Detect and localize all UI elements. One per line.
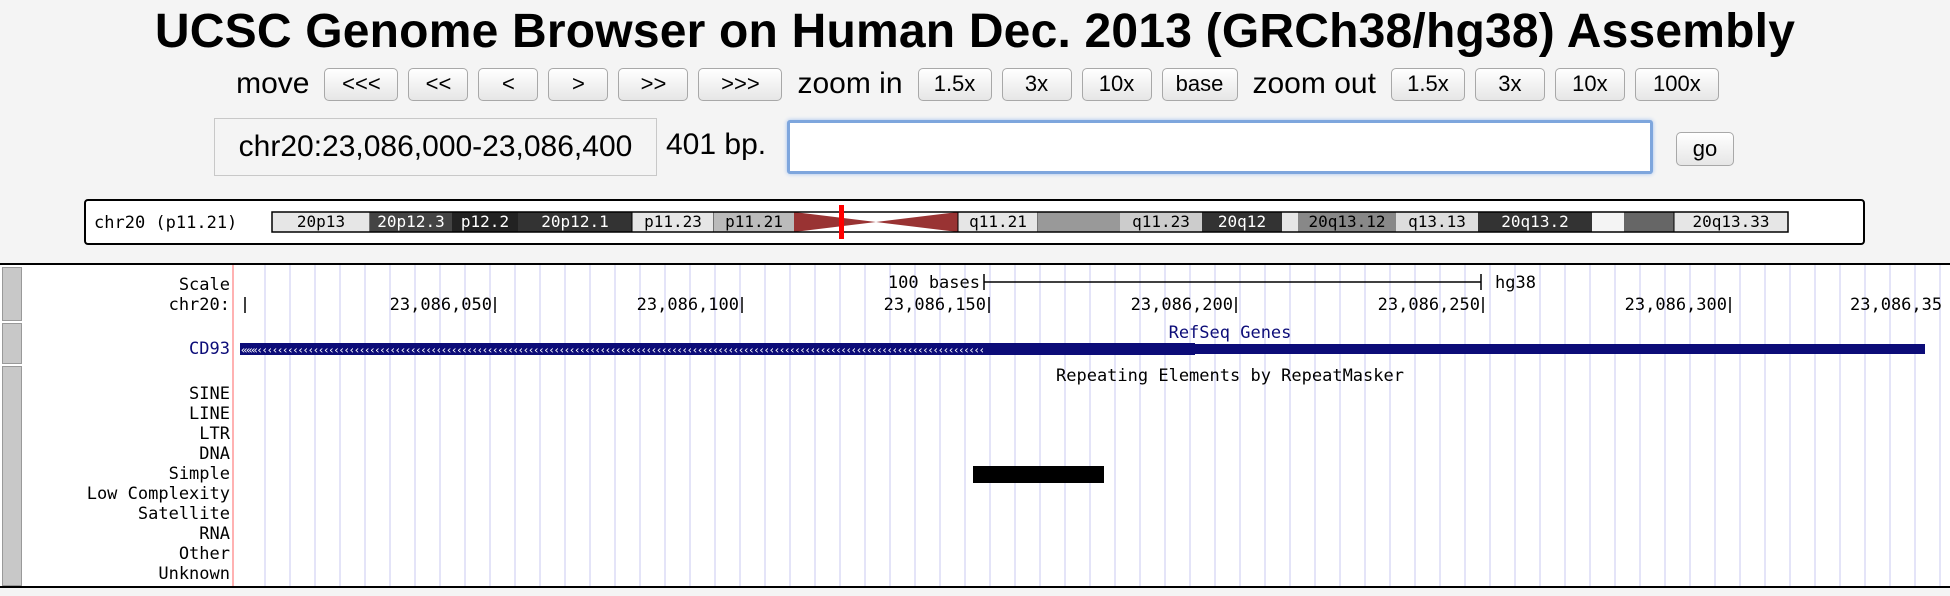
band-20q13-11: [1282, 212, 1298, 232]
position-row: chr20:23,086,000-23,086,400 401 bp. go: [0, 118, 1950, 178]
tick-label-2: 23,086,150: [884, 295, 986, 315]
band-20q13-31: [1592, 212, 1624, 232]
grid-lines: [264, 265, 1941, 586]
page-title: UCSC Genome Browser on Human Dec. 2013 (…: [154, 5, 1796, 58]
band-label-q11-21: q11.21: [969, 212, 1027, 231]
repeat-class-simple: Simple: [169, 464, 230, 484]
band-label-20p13: 20p13: [297, 212, 345, 231]
move-label: move: [236, 67, 310, 100]
region-size: 401 bp.: [666, 128, 767, 161]
move-left-far-button[interactable]: <<<: [324, 67, 399, 101]
tick-label-0: 23,086,050: [390, 295, 492, 315]
tick-label-3: 23,086,200: [1131, 295, 1233, 315]
band-label-20p12-1: 20p12.1: [541, 212, 608, 231]
tick-label-4: 23,086,250: [1378, 295, 1480, 315]
band-p11-21: [714, 212, 794, 232]
band-label-20q13-2: 20q13.2: [1501, 212, 1568, 231]
move-right-medium-button[interactable]: >>: [618, 67, 689, 101]
zoom-in-1-5x-button[interactable]: 1.5x: [917, 67, 992, 101]
repeat-track-title: Repeating Elements by RepeatMasker: [1056, 366, 1404, 386]
move-left-medium-button[interactable]: <<: [408, 67, 469, 101]
move-left-button[interactable]: <: [478, 67, 539, 101]
band-q13-13: [1396, 212, 1478, 232]
repeat-class-ltr: LTR: [199, 424, 230, 444]
move-right-far-button[interactable]: >>>: [698, 67, 783, 101]
gene-intron-exon-cds[interactable]: [240, 343, 1195, 355]
band-label-20q12: 20q12: [1218, 212, 1266, 231]
repeat-class-unknown: Unknown: [158, 564, 230, 584]
scale-bar: [983, 274, 1482, 290]
track-display[interactable]: Scale chr20: 100 bases hg38 23,086,050 2…: [0, 263, 1950, 588]
band-20q13-12: [1298, 212, 1396, 232]
zoom-in-3x-button[interactable]: 3x: [1001, 67, 1072, 101]
band-label-p11-23: p11.23: [644, 212, 702, 231]
band-20p12-3: [370, 212, 452, 232]
scale-bar-text: 100 bases: [888, 273, 980, 293]
ideogram-position-marker: [839, 205, 844, 239]
band-20q12: [1202, 212, 1282, 232]
centromere-p-arm: [794, 212, 876, 232]
repeat-track-handle[interactable]: [2, 366, 22, 586]
band-label-20q13-33: 20q13.33: [1692, 212, 1769, 231]
scale-track-handle[interactable]: [2, 267, 22, 321]
band-label-20q13-12: 20q13.12: [1308, 212, 1385, 231]
position-search-input[interactable]: [787, 120, 1653, 174]
zoom-in-base-button[interactable]: base: [1161, 67, 1238, 101]
zoom-out-100x-button[interactable]: 100x: [1634, 67, 1719, 101]
assembly-label: hg38: [1495, 273, 1536, 293]
zoom-out-10x-button[interactable]: 10x: [1554, 67, 1625, 101]
navigation-bar: move <<< << < > >> >>> zoom in 1.5x 3x 1…: [0, 64, 1950, 104]
tick-label-6: 23,086,35: [1850, 295, 1942, 315]
tick-label-1: 23,086,100: [637, 295, 739, 315]
band-p12-2: [452, 212, 518, 232]
zoom-in-label: zoom in: [797, 67, 903, 100]
gene-strand-arrows: «««‹‹‹‹‹‹‹‹‹‹‹‹‹‹‹‹‹‹‹‹‹‹‹‹‹‹‹‹‹‹‹‹‹‹‹‹‹…: [241, 344, 984, 357]
move-right-button[interactable]: >: [548, 67, 609, 101]
gene-track-handle[interactable]: [2, 323, 22, 364]
chrom-label: chr20:: [169, 295, 230, 315]
zoom-out-1-5x-button[interactable]: 1.5x: [1390, 67, 1465, 101]
gene-utr[interactable]: [1195, 344, 1925, 354]
ideogram-graphic: chr20 (p11.21) 20p13 20p12.3 p12.2 20p12…: [94, 205, 1789, 239]
repeat-class-dna: DNA: [199, 444, 230, 464]
ideogram-label: chr20 (p11.21): [94, 213, 237, 233]
zoom-in-10x-button[interactable]: 10x: [1081, 67, 1152, 101]
band-q11-22: [1038, 212, 1120, 232]
ruler-ticks: [244, 297, 1731, 313]
repeat-class-other: Other: [179, 544, 230, 564]
tracks-graphic: Scale chr20: 100 bases hg38 23,086,050 2…: [87, 265, 1942, 586]
repeat-class-line: LINE: [189, 404, 230, 424]
band-20p12-1: [518, 212, 632, 232]
position-display: chr20:23,086,000-23,086,400: [214, 118, 657, 176]
ideogram-outline: [271, 211, 1789, 233]
centromere-q-arm: [876, 212, 958, 232]
band-label-p12-2: p12.2: [461, 212, 509, 231]
repeat-class-rna: RNA: [199, 524, 230, 544]
repeat-class-sine: SINE: [189, 384, 230, 404]
band-label-20p12-3: 20p12.3: [377, 212, 444, 231]
band-20q13-32: [1624, 212, 1674, 232]
tick-label-5: 23,086,300: [1625, 295, 1727, 315]
go-button[interactable]: go: [1676, 132, 1734, 166]
zoom-out-3x-button[interactable]: 3x: [1474, 67, 1545, 101]
zoom-out-label: zoom out: [1252, 67, 1376, 100]
simple-repeat-element[interactable]: [973, 466, 1104, 483]
chromosome-ideogram[interactable]: chr20 (p11.21) 20p13 20p12.3 p12.2 20p12…: [84, 199, 1865, 245]
band-label-q13-13: q13.13: [1408, 212, 1466, 231]
gene-name-label[interactable]: CD93: [189, 339, 230, 359]
gene-track-title: RefSeq Genes: [1169, 323, 1292, 343]
band-label-q11-23: q11.23: [1132, 212, 1190, 231]
band-q11-23: [1120, 212, 1202, 232]
scale-label: Scale: [179, 275, 230, 295]
band-20q13-2: [1478, 212, 1592, 232]
repeat-class-low-complexity: Low Complexity: [87, 484, 230, 504]
band-label-p11-21: p11.21: [725, 212, 783, 231]
repeat-class-satellite: Satellite: [138, 504, 230, 524]
